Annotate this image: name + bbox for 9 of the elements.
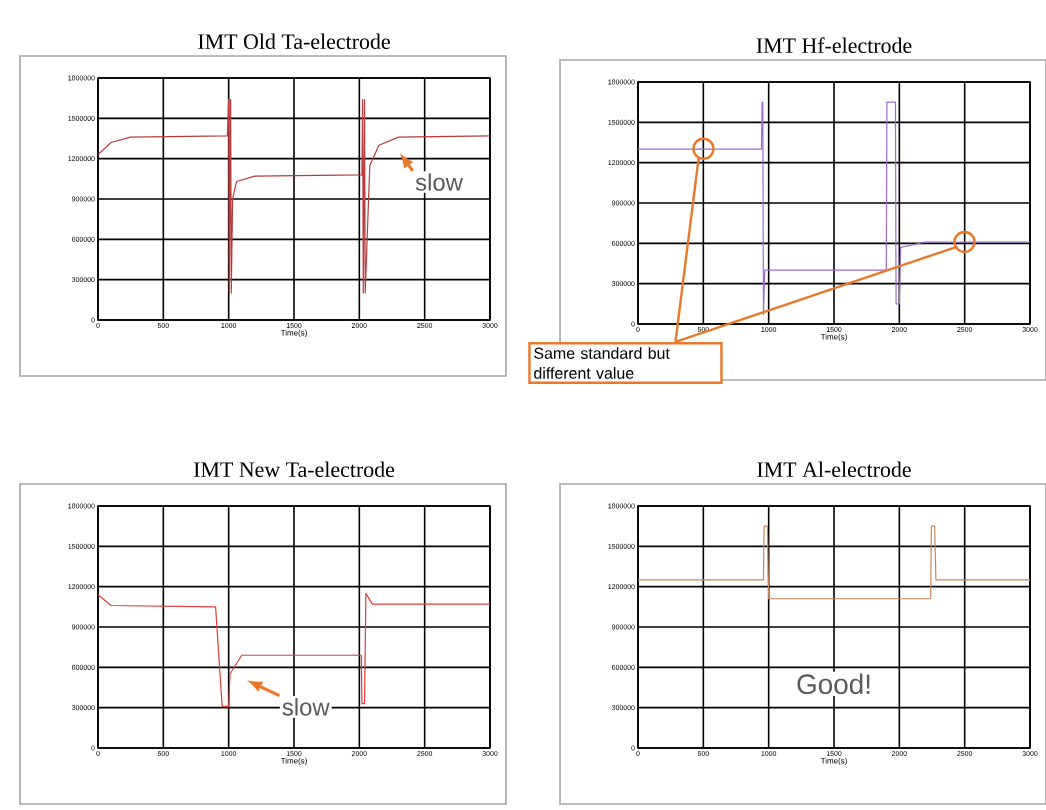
chart-title: IMT Old Ta-electrode — [198, 33, 390, 50]
annotation: slow — [282, 698, 330, 716]
chart-title: IMT New Ta-electrode — [193, 461, 395, 478]
annotation: Good! — [797, 673, 870, 695]
chart-title: IMT Hf-electrode — [756, 37, 912, 54]
annotation: slow — [415, 173, 463, 191]
line-series — [97, 98, 491, 294]
line-series — [637, 101, 1031, 316]
chart-title: IMT Al-electrode — [757, 461, 911, 478]
